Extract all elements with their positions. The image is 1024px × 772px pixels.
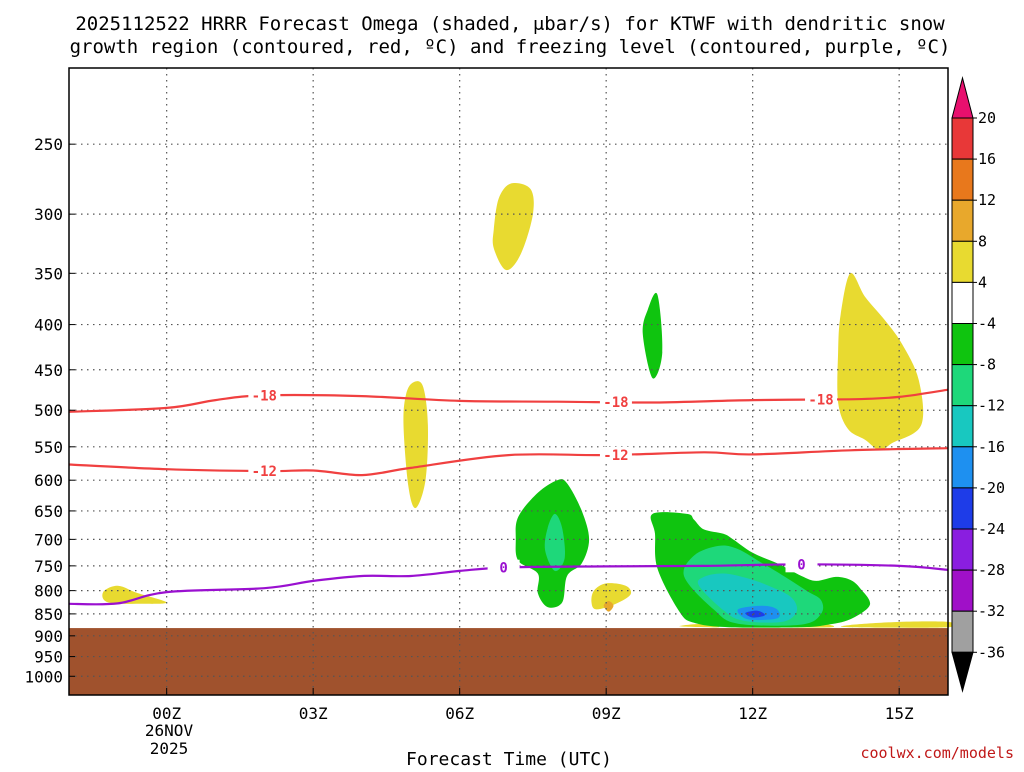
ground-layer xyxy=(69,628,948,695)
contour-label--12: -12 xyxy=(252,464,277,480)
y-tick-label-400: 400 xyxy=(34,316,63,335)
y-tick-label-350: 350 xyxy=(34,264,63,283)
omega-region-3 xyxy=(837,272,924,451)
omega-region-5 xyxy=(591,583,632,610)
colorbar-label-8: 8 xyxy=(978,232,987,250)
contour-label-bg xyxy=(785,556,818,573)
credit-link[interactable]: coolwx.com/models xyxy=(860,744,1014,762)
y-tick-label-650: 650 xyxy=(34,502,63,521)
colorbar-cell-3 xyxy=(951,199,974,242)
colorbar-label-16: 16 xyxy=(978,150,996,168)
x-tick-label-00Z: 00Z xyxy=(152,704,181,723)
contour-label-bg xyxy=(487,559,520,576)
omega-region-2 xyxy=(403,381,428,509)
x-tick-label-15Z: 15Z xyxy=(885,704,914,723)
omega-region-4 xyxy=(102,585,167,604)
omega-region-16 xyxy=(745,610,765,618)
colorbar-label--4: -4 xyxy=(978,315,996,333)
y-axis-ticks: 250 300 350 400 450 500 550 600 650 700 750 800 850 9… xyxy=(24,135,75,686)
date-label-day: 26NOV xyxy=(145,721,194,740)
contour-line--18 xyxy=(68,388,949,413)
y-tick-label-900: 900 xyxy=(34,627,63,646)
contour-label-bg xyxy=(805,391,838,408)
contour-label-0: 0 xyxy=(499,561,507,577)
colorbar-label--12: -12 xyxy=(978,397,1005,415)
colorbar-label-12: 12 xyxy=(978,191,996,209)
colorbar-bottom-arrow xyxy=(951,651,974,693)
colorbar-cell-10 xyxy=(951,487,974,530)
contour-label-bg xyxy=(248,463,281,480)
y-tick-label-250: 250 xyxy=(34,135,63,154)
colorbar-label-4: 4 xyxy=(978,273,987,291)
omega-region-1 xyxy=(492,183,534,271)
colorbar-cell-5 xyxy=(951,281,974,324)
y-tick-label-700: 700 xyxy=(34,530,63,549)
y-tick-label-300: 300 xyxy=(34,205,63,224)
contour-label-0: 0 xyxy=(797,557,805,573)
omega-region-7 xyxy=(840,621,958,628)
colorbar-label--24: -24 xyxy=(978,520,1005,538)
contour-label--18: -18 xyxy=(808,393,833,409)
y-tick-label-500: 500 xyxy=(34,401,63,420)
contour-label--18: -18 xyxy=(603,395,628,411)
colorbar-top-arrow xyxy=(951,76,974,119)
grid-lines xyxy=(69,68,948,695)
colorbar-label--8: -8 xyxy=(978,356,996,374)
x-axis-label: Forecast Time (UTC) xyxy=(406,749,612,768)
contour-label-bg xyxy=(248,387,281,404)
x-axis-ticks: 00Z 03Z 06Z 09Z 12Z 15Z xyxy=(152,688,914,723)
contour-label--18: -18 xyxy=(252,388,277,404)
chart-title: 2025112522 HRRR Forecast Omega (shaded, … xyxy=(75,13,945,35)
colorbar-label--20: -20 xyxy=(978,479,1005,497)
colorbar-cell-8 xyxy=(951,405,974,448)
colorbar-cell-7 xyxy=(951,364,974,407)
y-tick-label-550: 550 xyxy=(34,438,63,457)
y-tick-label-450: 450 xyxy=(34,361,63,380)
plot-frame xyxy=(68,67,949,696)
colorbar-cell-2 xyxy=(951,158,974,201)
temperature-contours: -18 -18 -18 -12 -12 0 0 xyxy=(68,387,949,606)
y-tick-label-800: 800 xyxy=(34,582,63,601)
contour-line--12 xyxy=(68,447,949,477)
x-tick-label-06Z: 06Z xyxy=(445,704,474,723)
colorbar-label--36: -36 xyxy=(978,643,1005,661)
colorbar-label--32: -32 xyxy=(978,602,1005,620)
terrain-ground xyxy=(69,628,948,695)
colorbar-label-20: 20 xyxy=(978,109,996,127)
contour-label-bg xyxy=(599,394,632,411)
x-tick-label-12Z: 12Z xyxy=(738,704,767,723)
y-tick-label-750: 750 xyxy=(34,557,63,576)
chart-title-line2: growth region (contoured, red, ºC) and f… xyxy=(70,36,951,58)
contour-label--12: -12 xyxy=(603,448,628,464)
colorbar-cell-9 xyxy=(951,446,974,489)
colorbar-label--16: -16 xyxy=(978,438,1005,456)
colorbar-cell-13 xyxy=(951,610,974,653)
colorbar-cell-1 xyxy=(951,117,974,160)
colorbar: 20 16 12 8 4 -4 -8 -12 -16 -20 -24 -28 -32 -36 xyxy=(951,76,1005,693)
colorbar-cell-6 xyxy=(951,323,974,366)
y-tick-label-950: 950 xyxy=(34,648,63,667)
omega-region-9 xyxy=(642,292,663,379)
x-tick-label-03Z: 03Z xyxy=(299,704,328,723)
y-tick-label-600: 600 xyxy=(34,471,63,490)
contour-label-bg xyxy=(599,446,632,463)
colorbar-cell-4 xyxy=(951,240,974,283)
colorbar-cell-11 xyxy=(951,528,974,571)
colorbar-label--28: -28 xyxy=(978,561,1005,579)
date-label-year: 2025 xyxy=(150,739,189,758)
colorbar-cell-12 xyxy=(951,569,974,612)
y-tick-label-850: 850 xyxy=(34,605,63,624)
y-tick-label-1000: 1000 xyxy=(24,667,63,686)
omega-region-12 xyxy=(544,513,566,572)
x-tick-label-09Z: 09Z xyxy=(592,704,621,723)
